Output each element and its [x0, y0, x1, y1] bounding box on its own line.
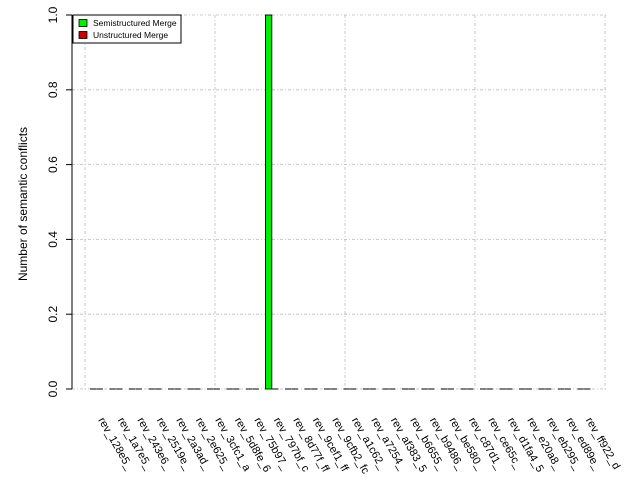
y-tick-label: 0.0 — [46, 380, 60, 397]
y-tick-label: 0.2 — [46, 306, 60, 323]
bar — [265, 14, 273, 390]
legend-box — [72, 14, 182, 44]
y-axis: 0.0 0.2 0.4 0.6 0.8 1.0 — [46, 6, 73, 397]
grid-lines — [72, 14, 606, 390]
legend-swatch-semistructured — [78, 19, 88, 27]
y-tick-label: 1.0 — [46, 6, 60, 23]
legend-label-semistructured: Semistructured Merge — [93, 18, 177, 28]
y-tick-label: 0.6 — [46, 156, 60, 173]
legend-swatch-unstructured — [78, 31, 88, 39]
y-tick-label: 0.8 — [46, 81, 60, 98]
legend-label-unstructured: Unstructured Merge — [93, 30, 168, 40]
bars — [90, 14, 591, 390]
y-tick-label: 0.4 — [46, 231, 60, 248]
x-axis-tick-labels: rev_128e5_rev_1a7e5_rev_243e6_rev_2519e_… — [95, 416, 622, 477]
legend: Semistructured Merge Unstructured Merge — [72, 14, 182, 44]
y-axis-label: Number of semantic conflicts — [16, 127, 30, 281]
